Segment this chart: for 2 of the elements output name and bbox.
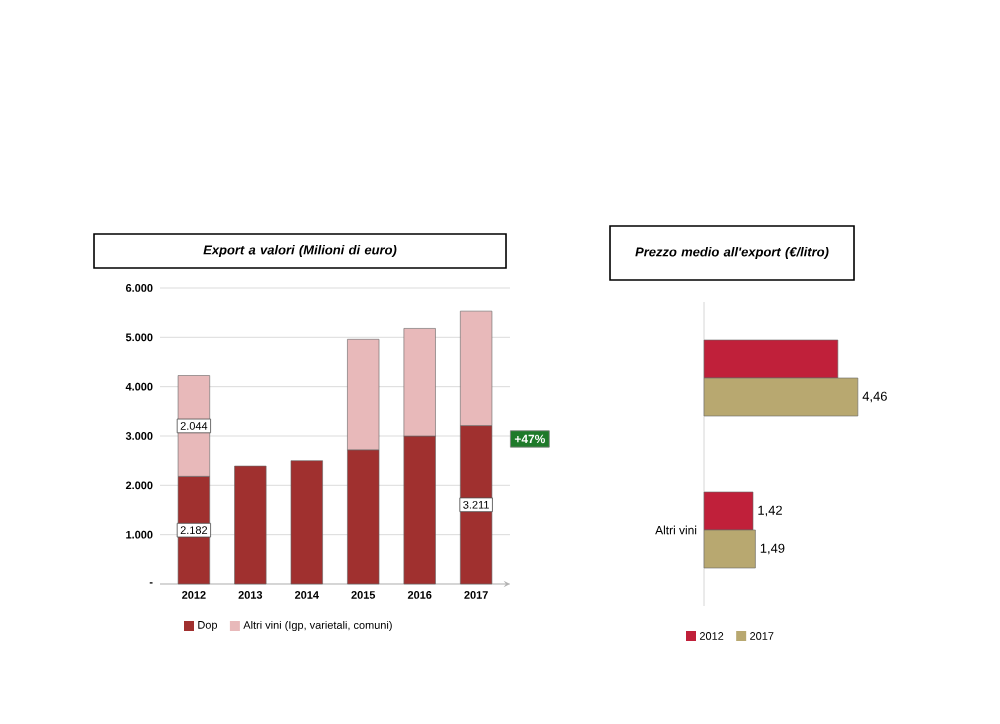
- bar: [234, 465, 267, 585]
- bar: [290, 460, 323, 585]
